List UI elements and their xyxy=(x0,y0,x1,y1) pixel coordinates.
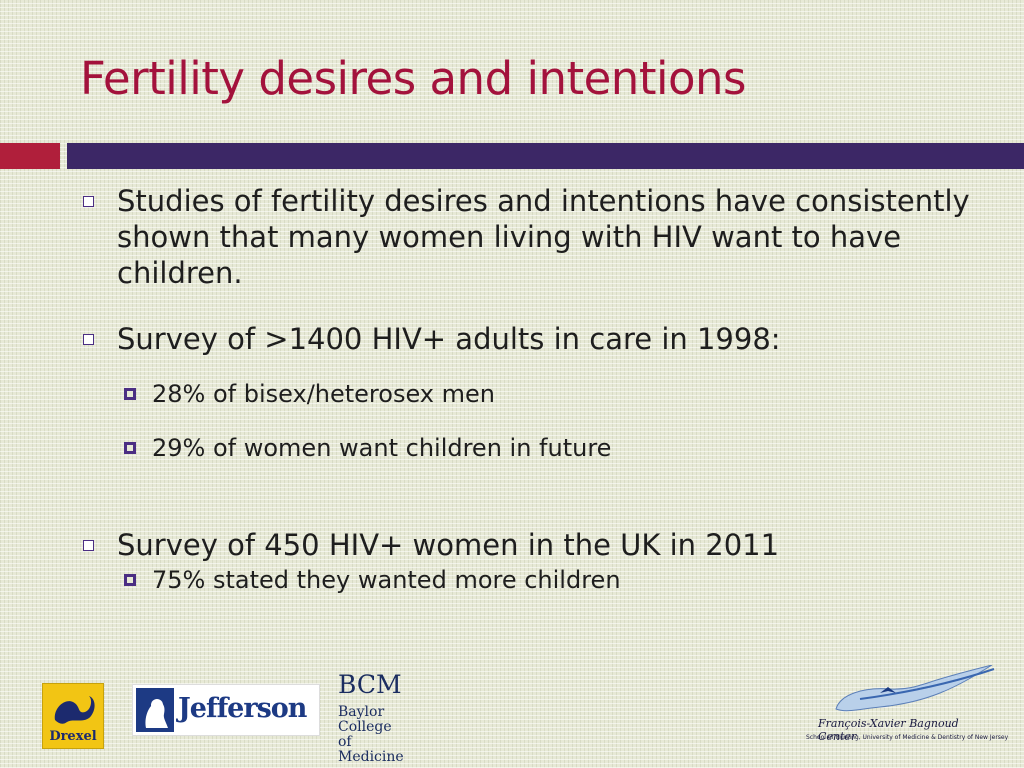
logo-footer: Drexel Jefferson BCM Baylor College of M… xyxy=(0,665,1024,768)
fxb-center-logo: François-Xavier Bagnoud Center School of… xyxy=(800,665,1008,755)
fxb-subtitle: School of Nursing, University of Medicin… xyxy=(806,734,1009,741)
bcm-line-3: Medicine xyxy=(338,749,404,765)
jefferson-wordmark: Jefferson xyxy=(178,693,307,724)
square-bullet-icon xyxy=(83,334,94,345)
bcm-logo: BCM Baylor College of Medicine xyxy=(338,671,408,765)
dragon-icon xyxy=(54,696,95,724)
map-swoosh-icon xyxy=(835,665,995,712)
filled-square-bullet-icon xyxy=(124,442,136,454)
fxb-title: François-Xavier Bagnoud Center xyxy=(818,717,959,743)
filled-square-bullet-icon xyxy=(124,574,136,586)
accent-bar-purple xyxy=(67,143,1024,169)
square-bullet-icon xyxy=(83,196,94,207)
bullet-item-1: Studies of fertility desires and intenti… xyxy=(80,183,980,291)
slide-body: Studies of fertility desires and intenti… xyxy=(80,183,980,595)
bullet-item-2: Survey of >1400 HIV+ adults in care in 1… xyxy=(80,321,980,357)
slide-title: Fertility desires and intentions xyxy=(80,52,746,105)
sub-bullet-item: 28% of bisex/heterosex men xyxy=(80,379,980,409)
sub-bullet-text: 29% of women want children in future xyxy=(152,434,612,462)
bullet-text: Survey of >1400 HIV+ adults in care in 1… xyxy=(117,322,781,356)
filled-square-bullet-icon xyxy=(124,388,136,400)
sub-bullet-text: 28% of bisex/heterosex men xyxy=(152,380,495,408)
sub-bullet-item: 75% stated they wanted more children xyxy=(80,565,980,595)
bcm-line-1: Baylor xyxy=(338,704,385,720)
bullet-text: Studies of fertility desires and intenti… xyxy=(117,184,970,290)
portrait-icon xyxy=(136,688,174,732)
jefferson-logo: Jefferson xyxy=(132,684,320,736)
drexel-logo: Drexel xyxy=(42,683,104,749)
bcm-mark: BCM xyxy=(338,670,402,699)
drexel-wordmark: Drexel xyxy=(49,729,97,744)
bcm-line-2: College of xyxy=(338,719,392,750)
sub-bullet-text: 75% stated they wanted more children xyxy=(152,566,621,594)
square-bullet-icon xyxy=(83,540,94,551)
sub-bullet-item: 29% of women want children in future xyxy=(80,433,980,463)
accent-bar-red xyxy=(0,143,60,169)
bullet-text: Survey of 450 HIV+ women in the UK in 20… xyxy=(117,528,780,562)
bullet-item-3: Survey of 450 HIV+ women in the UK in 20… xyxy=(80,527,980,563)
